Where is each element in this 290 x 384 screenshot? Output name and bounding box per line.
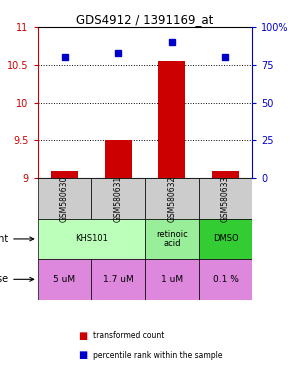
- Text: percentile rank within the sample: percentile rank within the sample: [93, 351, 222, 360]
- Title: GDS4912 / 1391169_at: GDS4912 / 1391169_at: [76, 13, 214, 26]
- Text: 0.1 %: 0.1 %: [213, 275, 238, 284]
- Text: DMSO: DMSO: [213, 235, 238, 243]
- Bar: [38, 219, 145, 259]
- Bar: [145, 178, 199, 219]
- Text: GSM580633: GSM580633: [221, 175, 230, 222]
- Bar: [38, 259, 91, 300]
- Bar: [91, 178, 145, 219]
- Bar: [199, 259, 252, 300]
- Text: transformed count: transformed count: [93, 331, 164, 341]
- Bar: [212, 171, 239, 178]
- Bar: [199, 219, 252, 259]
- Text: ■: ■: [78, 350, 88, 360]
- Bar: [158, 61, 185, 178]
- Bar: [145, 219, 199, 259]
- Text: GSM580631: GSM580631: [114, 175, 123, 222]
- Text: GSM580632: GSM580632: [167, 175, 176, 222]
- Bar: [51, 171, 78, 178]
- Bar: [38, 178, 91, 219]
- Bar: [91, 259, 145, 300]
- Text: ■: ■: [78, 331, 88, 341]
- Bar: [145, 259, 199, 300]
- Text: agent: agent: [0, 234, 34, 244]
- Text: retinoic
acid: retinoic acid: [156, 230, 188, 248]
- Text: 1 uM: 1 uM: [161, 275, 183, 284]
- Text: dose: dose: [0, 274, 34, 284]
- Text: KHS101: KHS101: [75, 235, 108, 243]
- Text: 1.7 uM: 1.7 uM: [103, 275, 134, 284]
- Text: 5 uM: 5 uM: [53, 275, 76, 284]
- Text: GSM580630: GSM580630: [60, 175, 69, 222]
- Bar: [105, 141, 132, 178]
- Bar: [199, 178, 252, 219]
